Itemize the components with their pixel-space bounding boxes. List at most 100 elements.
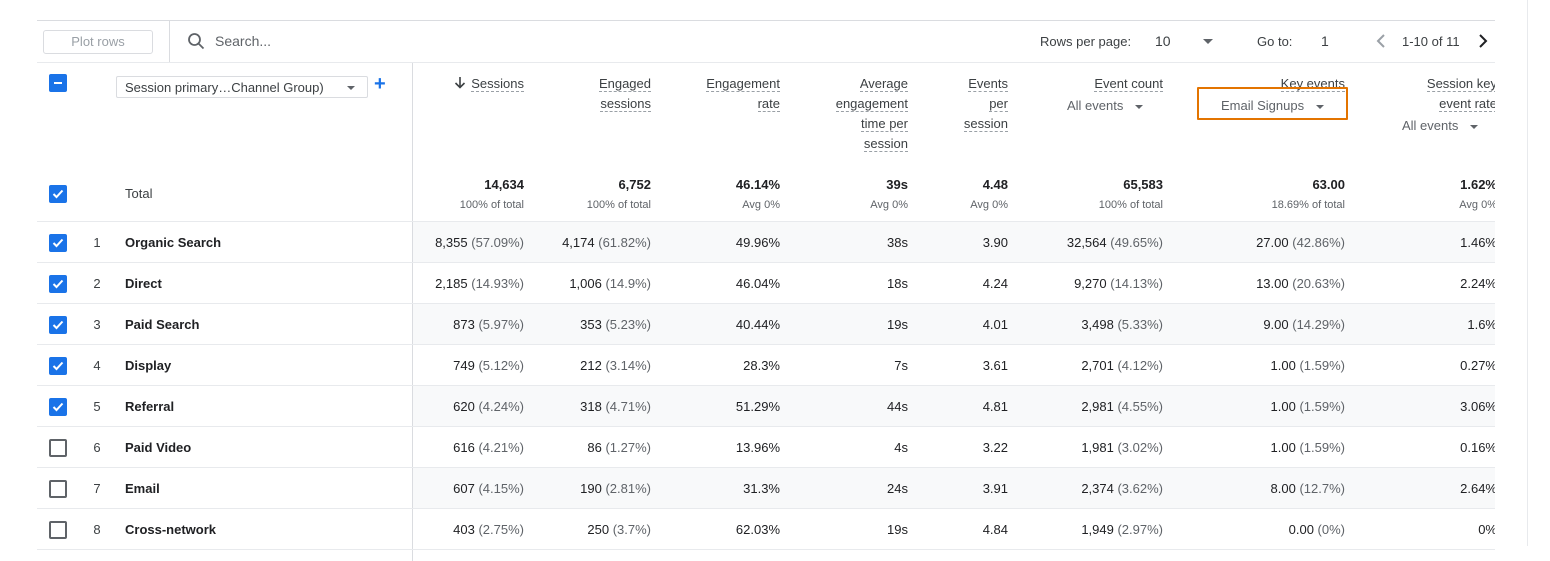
- cell-value: 4s: [894, 440, 908, 455]
- cell-percent: (3.7%): [609, 522, 651, 537]
- column-header-line: Engaged: [598, 76, 651, 92]
- row-checkbox[interactable]: [49, 275, 67, 293]
- column-header-line: sessions: [600, 96, 651, 112]
- row-checkbox[interactable]: [49, 480, 67, 498]
- cell-percent: (3.14%): [601, 358, 651, 373]
- total-session-key-event-rate: 1.62%: [1460, 177, 1495, 192]
- next-page-icon[interactable]: [1477, 33, 1489, 49]
- select-all-checkbox[interactable]: [49, 74, 67, 92]
- cell-value: 0.16%: [1460, 440, 1495, 455]
- row-label: Cross-network: [125, 522, 217, 537]
- column-header-line: event rate: [1439, 96, 1495, 112]
- go-to-label: Go to:: [1257, 34, 1293, 49]
- column-header-line: engagement: [835, 96, 908, 112]
- column-header-engaged-sessions[interactable]: Engaged sessions: [531, 74, 651, 114]
- total-avg-engagement-time: 39s: [886, 177, 908, 192]
- cell-percent: (61.82%): [594, 235, 651, 250]
- cell-value: 2.64%: [1460, 481, 1495, 496]
- cell-value: 212: [580, 358, 602, 373]
- cell-value: 1,981: [1081, 440, 1114, 455]
- total-engaged-sessions: 6,752: [618, 177, 651, 192]
- total-event-count: 65,583: [1123, 177, 1163, 192]
- column-filter-value: All events: [1067, 98, 1124, 113]
- column-header-events-per-session[interactable]: Events per session: [918, 74, 1008, 134]
- row-label: Email: [125, 481, 160, 496]
- column-header-sessions[interactable]: Sessions: [414, 74, 524, 94]
- rows-per-page-value[interactable]: 10: [1155, 33, 1171, 49]
- cell-value: 32,564: [1066, 235, 1107, 250]
- row-checkbox[interactable]: [49, 439, 67, 457]
- total-sub-events-per-session: Avg 0%: [970, 199, 1008, 211]
- row-divider: [37, 426, 1495, 427]
- column-filter-session-key-event-rate[interactable]: All events: [1402, 118, 1479, 133]
- total-events-per-session: 4.48: [982, 177, 1008, 192]
- row-number: 7: [93, 481, 101, 496]
- total-sessions: 14,634: [484, 177, 524, 192]
- total-key-events: 63.00: [1312, 177, 1345, 192]
- cell-avg-engagement-time: 24s: [788, 481, 908, 496]
- row-checkbox[interactable]: [49, 357, 67, 375]
- cell-key-events: 1.00 (1.59%): [1175, 399, 1345, 414]
- add-dimension-icon[interactable]: +: [374, 73, 386, 95]
- prev-page-icon[interactable]: [1375, 33, 1387, 49]
- cell-sessions: 873 (5.97%): [414, 317, 524, 332]
- total-sub-engagement-rate: Avg 0%: [742, 199, 780, 211]
- row-checkbox[interactable]: [49, 521, 67, 539]
- cell-sessions: 616 (4.21%): [414, 440, 524, 455]
- cell-value: 49.96%: [735, 235, 780, 250]
- cell-value: 3.90: [982, 235, 1008, 250]
- cell-percent: (1.59%): [1295, 440, 1345, 455]
- cell-percent: (4.21%): [474, 440, 524, 455]
- row-checkbox[interactable]: [49, 234, 67, 252]
- cell-percent: (2.97%): [1113, 522, 1163, 537]
- column-header-line: session: [963, 116, 1008, 132]
- total-sub-avg-engagement-time: Avg 0%: [870, 199, 908, 211]
- column-header-session-key-event-rate[interactable]: Session key event rate: [1357, 74, 1495, 114]
- cell-event-count: 32,564 (49.65%): [1023, 235, 1163, 250]
- cell-engagement-rate: 31.3%: [660, 481, 780, 496]
- rows-per-page-dropdown-icon[interactable]: [1203, 39, 1213, 44]
- dimension-column-divider: [412, 63, 413, 561]
- column-filter-event-count[interactable]: All events: [1067, 98, 1144, 113]
- column-header-event-count[interactable]: Event count: [1023, 74, 1163, 94]
- row-label: Referral: [125, 399, 175, 414]
- column-header-avg-engagement-time[interactable]: Average engagement time per session: [788, 74, 908, 154]
- row-checkbox[interactable]: [49, 316, 67, 334]
- search-input[interactable]: [215, 31, 515, 51]
- column-filter-key-events[interactable]: Email Signups: [1221, 98, 1325, 113]
- cell-events-per-session: 4.01: [918, 317, 1008, 332]
- column-header-engagement-rate[interactable]: Engagement rate: [660, 74, 780, 114]
- cell-percent: (1.27%): [601, 440, 651, 455]
- go-to-input[interactable]: 1: [1321, 33, 1329, 49]
- column-header-line: time per: [861, 116, 908, 132]
- totals-checkbox[interactable]: [49, 185, 67, 203]
- cell-engaged-sessions: 86 (1.27%): [531, 440, 651, 455]
- row-checkbox[interactable]: [49, 398, 67, 416]
- cell-avg-engagement-time: 18s: [788, 276, 908, 291]
- cell-value: 9.00: [1263, 317, 1289, 332]
- cell-value: 19s: [887, 522, 908, 537]
- dimension-select[interactable]: Session primary…Channel Group): [116, 76, 368, 98]
- cell-value: 7s: [894, 358, 908, 373]
- cell-key-events: 1.00 (1.59%): [1175, 440, 1345, 455]
- cell-value: 0.00: [1288, 522, 1314, 537]
- cell-events-per-session: 3.91: [918, 481, 1008, 496]
- cell-engaged-sessions: 212 (3.14%): [531, 358, 651, 373]
- cell-value: 2,981: [1081, 399, 1114, 414]
- row-label: Paid Video: [125, 440, 192, 455]
- cell-value: 0%: [1478, 522, 1495, 537]
- cell-value: 18s: [887, 276, 908, 291]
- cell-value: 749: [453, 358, 475, 373]
- row-number: 3: [93, 317, 101, 332]
- cell-engagement-rate: 40.44%: [660, 317, 780, 332]
- row-divider: [37, 508, 1495, 509]
- plot-rows-button[interactable]: Plot rows: [43, 30, 153, 54]
- cell-engagement-rate: 28.3%: [660, 358, 780, 373]
- totals-bottom-rule: [37, 221, 1495, 222]
- cell-session-key-event-rate: 0%: [1357, 522, 1495, 537]
- cell-value: 9,270: [1074, 276, 1107, 291]
- cell-percent: (2.81%): [601, 481, 651, 496]
- cell-percent: (5.33%): [1113, 317, 1163, 332]
- cell-percent: (14.9%): [601, 276, 651, 291]
- cell-session-key-event-rate: 2.64%: [1357, 481, 1495, 496]
